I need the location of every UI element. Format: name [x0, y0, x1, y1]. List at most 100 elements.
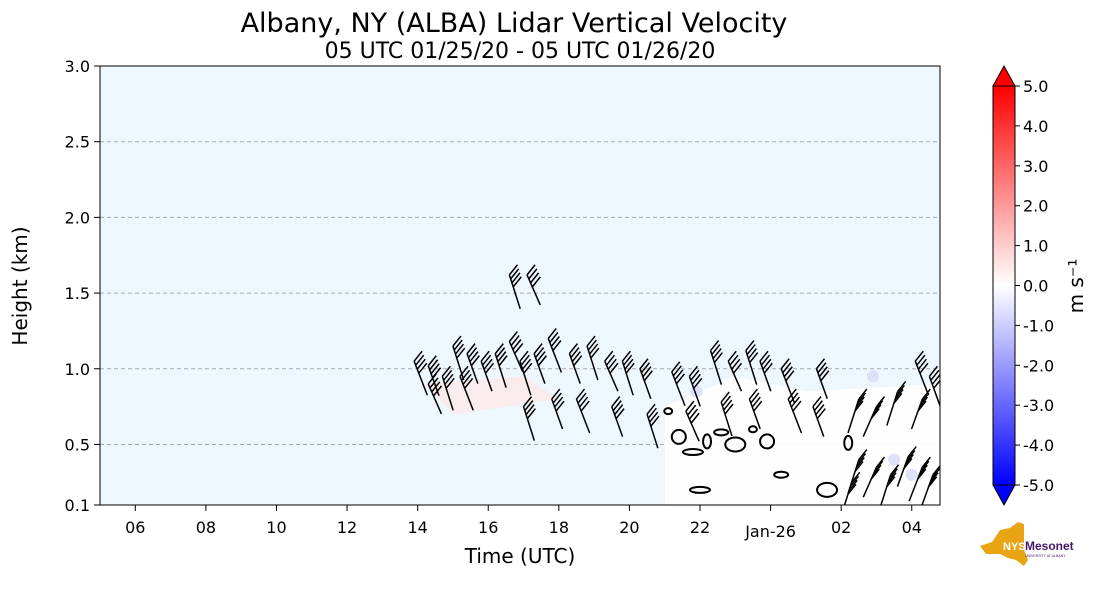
wind-barb-flag	[431, 381, 441, 393]
colorbar-label: m s⁻¹	[1064, 259, 1088, 314]
wind-barb-flag	[511, 272, 521, 284]
wind-barb-shaft	[459, 376, 474, 411]
wind-barb-flag	[875, 456, 886, 468]
contour-line	[670, 428, 687, 445]
wind-barb-flag	[855, 457, 865, 469]
colorbar-tick-label: 1.0	[1023, 237, 1048, 256]
wind-barb	[815, 358, 830, 400]
wind-barb-flag	[723, 399, 733, 411]
wind-barb-flag	[690, 412, 700, 424]
wind-barb-flag	[512, 339, 522, 350]
x-tick-label: 12	[337, 518, 357, 537]
wind-barb-flag	[753, 400, 763, 412]
wind-barb	[413, 350, 429, 396]
wind-barb-flag	[690, 369, 700, 381]
wind-barb-flag	[674, 369, 684, 381]
wind-barb-flag	[847, 483, 857, 495]
wind-barb	[709, 340, 723, 385]
x-tick-label: Jan-26	[744, 522, 796, 541]
x-tick-label: 14	[407, 518, 427, 537]
wind-barb-shaft	[815, 368, 828, 400]
wind-barb	[843, 471, 861, 505]
wind-barb-flag	[693, 377, 703, 389]
wind-barb-flag	[413, 350, 423, 362]
x-axis-label: Time (UTC)	[464, 544, 576, 568]
wind-barb-flag	[789, 392, 799, 404]
wind-barb-flag	[639, 358, 649, 370]
wind-barb-flag	[712, 348, 722, 360]
wind-barb-flag	[917, 468, 927, 480]
wind-barb	[508, 264, 522, 310]
wind-barb-flag	[856, 453, 867, 465]
wind-barb	[575, 388, 591, 434]
wind-barb-shaft	[896, 456, 909, 487]
wind-barb-flag	[525, 404, 535, 416]
wind-barb-flag	[456, 347, 466, 359]
wind-barb-flag	[551, 388, 561, 400]
wind-barb-flag	[484, 362, 495, 374]
wind-barb-shaft	[780, 368, 796, 404]
wind-barb-flag	[625, 362, 635, 374]
wind-barb-flag	[459, 365, 469, 377]
wind-barb-flag	[526, 264, 536, 276]
wind-barb-flag	[783, 366, 793, 378]
wind-barb-flag	[671, 361, 681, 373]
wind-barb-shaft	[586, 345, 599, 381]
wind-barb-flag	[929, 472, 939, 484]
wind-barb	[910, 388, 931, 430]
wind-barb-flag	[550, 336, 560, 347]
wind-barb-shaft	[568, 353, 581, 384]
wind-barb-flag	[568, 343, 578, 355]
wind-barb-flag	[897, 380, 907, 392]
wind-barb-flag	[587, 339, 597, 351]
wind-barb-flag	[748, 388, 758, 400]
wind-barb-shaft	[526, 274, 541, 306]
wind-barb-flag	[675, 373, 686, 385]
wind-barb-flag	[552, 340, 562, 351]
x-tick-label: 22	[690, 518, 710, 537]
wind-barb-flag	[928, 476, 938, 488]
wind-barb-flag	[914, 350, 924, 362]
wind-barb-flag	[710, 340, 720, 352]
wind-barb	[928, 365, 940, 407]
y-tick-label: 2.5	[65, 133, 90, 152]
wind-barb-flag	[688, 365, 698, 377]
colorbar-tick-label: 3.0	[1023, 157, 1048, 176]
velocity-field-negative	[905, 468, 918, 481]
wind-barb-flag	[586, 335, 596, 347]
wind-barb-flag	[609, 362, 619, 374]
wind-barb	[720, 391, 734, 437]
wind-barb-flag	[731, 358, 741, 370]
wind-barb-flag	[815, 358, 826, 370]
wind-barb-shaft	[575, 398, 591, 434]
wind-barb-shaft	[914, 360, 930, 396]
wind-barb-flag	[782, 362, 792, 374]
wind-barb-flag	[464, 377, 474, 389]
y-tick-label: 3.0	[65, 57, 90, 76]
wind-barb-flag	[849, 475, 860, 487]
wind-barb-shaft	[551, 398, 564, 430]
wind-barb-shaft	[508, 341, 524, 372]
wind-barb-shaft	[639, 368, 652, 400]
wind-barb-flag	[510, 268, 520, 280]
wind-barb	[780, 358, 796, 404]
wind-barb-flag	[520, 354, 530, 366]
wind-barb-flag	[746, 344, 756, 356]
wind-barb-flag	[646, 403, 656, 415]
wind-barb-flag	[854, 461, 864, 473]
wind-barb-shaft	[685, 410, 700, 442]
x-tick-label: 06	[125, 518, 145, 537]
wind-barb	[551, 388, 565, 430]
wind-barb-shaft	[494, 353, 507, 388]
wind-barb-flag	[443, 369, 453, 381]
wind-barb-flag	[874, 400, 884, 412]
wind-barb-flag	[483, 358, 493, 370]
velocity-field-positive	[424, 376, 559, 415]
wind-barb	[621, 350, 635, 396]
x-axis: 06 08 10 12 14 16 18 20 22 Jan-26 02 04	[125, 505, 922, 541]
wind-barb-flag	[445, 377, 455, 389]
wind-barb-shaft	[413, 360, 429, 396]
wind-barb-flag	[720, 391, 730, 403]
wind-barb-flag	[858, 449, 868, 461]
wind-barb-flag	[918, 396, 929, 408]
